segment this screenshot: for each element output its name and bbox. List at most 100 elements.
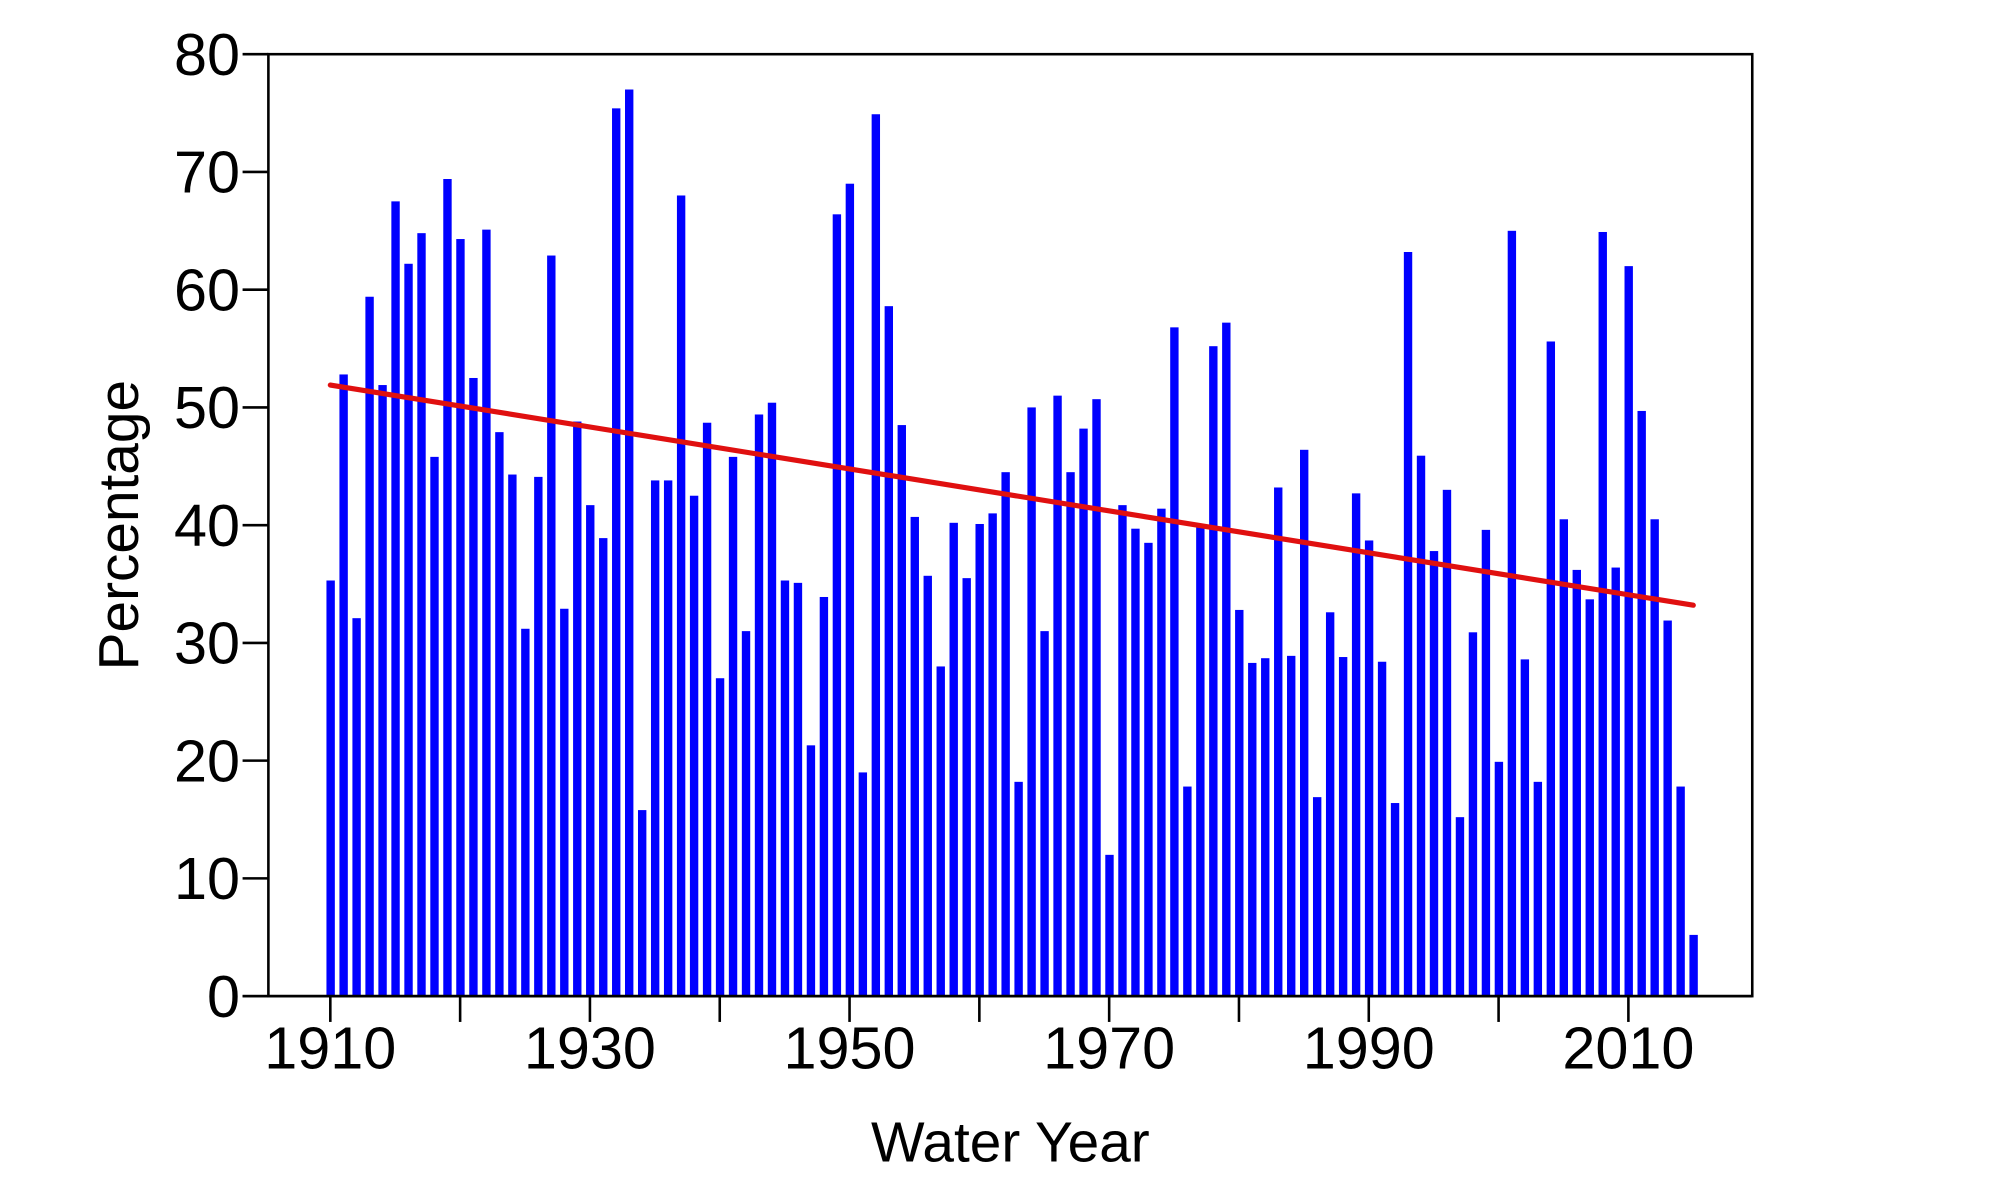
bar-1929 [573,421,582,997]
bar-1949 [832,214,842,997]
bar-1993 [1403,252,1413,997]
x-tick-label: 1930 [524,1014,656,1081]
bar-1917 [417,233,426,997]
bar-1956 [923,575,932,997]
bar-1952 [871,114,881,997]
bar-1984 [1287,655,1296,997]
bar-2011 [1637,410,1646,997]
bar-1995 [1429,551,1439,997]
bar-1969 [1092,399,1101,997]
bar-1992 [1390,803,1400,997]
bar-1979 [1222,322,1231,997]
bar-1934 [637,810,647,997]
bar-1923 [495,432,504,997]
y-tick-label: 20 [174,727,240,794]
bar-1957 [936,666,945,997]
bar-1924 [508,474,517,997]
y-tick-label: 80 [174,21,240,88]
bar-1962 [1001,472,1010,997]
x-axis: 1910 1930 1950 1970 1990 2010 [264,996,1694,1081]
bar-1954 [897,425,906,997]
bar-2000 [1494,761,1504,997]
bar-1920 [456,239,465,997]
bar-1939 [702,422,712,997]
bar-2009 [1611,567,1620,997]
bar-1912 [352,618,361,997]
x-tick-label: 1970 [1043,1014,1175,1081]
bar-1944 [767,402,777,997]
bar-1987 [1325,612,1335,997]
bar-1977 [1196,527,1205,997]
bar-1955 [910,516,919,997]
x-axis-title: Water Year [871,1111,1150,1174]
bar-1925 [521,628,530,997]
x-tick-label: 2010 [1562,1014,1694,1081]
bar-1965 [1040,631,1049,997]
bar-1996 [1442,489,1452,997]
bar-1958 [949,522,958,997]
y-tick-label: 40 [174,492,240,559]
bar-1976 [1183,786,1192,997]
x-tick-label: 1910 [264,1014,396,1081]
bar-1970 [1105,854,1114,997]
trend-line [327,382,1696,608]
bar-1983 [1274,487,1283,997]
bar-1953 [884,306,894,997]
bar-1985 [1300,449,1309,997]
bar-1998 [1468,632,1478,997]
bar-1919 [443,179,452,997]
bar-2015 [1689,934,1698,997]
bar-2013 [1663,620,1672,997]
bar-2012 [1650,519,1659,997]
bar-1974 [1157,508,1166,997]
bar-1947 [806,745,816,997]
bars-group [326,89,1698,997]
bar-1948 [819,596,829,997]
bar-2007 [1585,599,1594,997]
bar-1960 [975,523,984,997]
bar-1986 [1312,797,1322,997]
bar-1913 [365,296,374,997]
bar-1971 [1118,505,1127,997]
bar-1931 [599,538,608,997]
bar-1935 [650,480,660,997]
bar-2003 [1533,781,1543,997]
bar-1942 [741,631,751,997]
y-tick-label: 60 [174,256,240,323]
bar-1916 [404,263,413,997]
bar-1940 [715,678,725,997]
bar-1922 [482,229,491,997]
bar-1950 [845,183,855,997]
bar-1941 [728,456,738,997]
bar-1921 [469,377,478,997]
bar-1928 [560,608,569,997]
bar-1936 [663,480,673,997]
bar-1964 [1027,407,1036,997]
bar-1999 [1481,529,1491,997]
bar-1946 [793,582,803,997]
bar-1915 [391,201,400,997]
bar-1937 [676,195,686,997]
bar-1968 [1079,428,1088,997]
x-tick-label: 1950 [784,1014,916,1081]
y-tick-label: 30 [174,610,240,677]
bar-1910 [326,580,335,997]
y-axis-title: Percentage [88,380,151,670]
bar-1975 [1170,327,1179,997]
bar-1945 [780,580,790,997]
bar-1997 [1455,817,1465,997]
bar-1982 [1261,658,1270,997]
bar-2014 [1676,786,1685,997]
plot-frame [267,52,1754,998]
bar-1932 [612,108,621,997]
bar-1990 [1364,540,1374,997]
bar-1967 [1066,472,1075,997]
bar-2004 [1546,341,1556,997]
y-tick-label: 70 [174,139,240,206]
bar-2002 [1520,659,1530,997]
y-tick-label: 0 [207,963,240,1030]
bar-1911 [339,374,348,997]
bar-1943 [754,414,764,997]
bar-2008 [1598,231,1607,997]
